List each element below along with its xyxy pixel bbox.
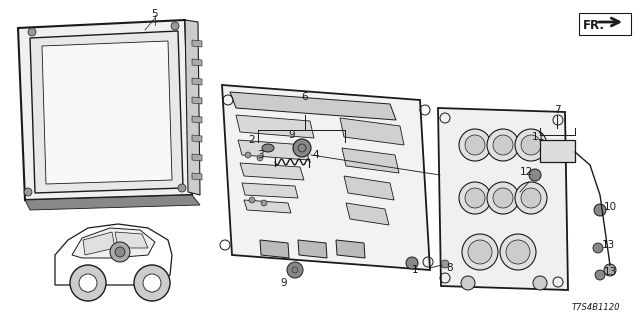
Circle shape xyxy=(521,135,541,155)
Text: 12: 12 xyxy=(520,167,532,177)
Circle shape xyxy=(257,155,263,161)
Circle shape xyxy=(261,200,267,206)
Polygon shape xyxy=(115,232,148,248)
Circle shape xyxy=(465,188,485,208)
Bar xyxy=(540,140,575,162)
Circle shape xyxy=(506,240,530,264)
Circle shape xyxy=(500,234,536,270)
Polygon shape xyxy=(192,78,202,85)
Polygon shape xyxy=(192,154,202,161)
Text: 1: 1 xyxy=(412,265,419,275)
Polygon shape xyxy=(192,116,202,123)
Polygon shape xyxy=(244,200,291,213)
Circle shape xyxy=(487,129,519,161)
Text: 13: 13 xyxy=(604,267,616,277)
Circle shape xyxy=(245,152,251,158)
Text: 3: 3 xyxy=(257,150,263,160)
Circle shape xyxy=(533,276,547,290)
Circle shape xyxy=(459,182,491,214)
Polygon shape xyxy=(18,20,192,200)
Polygon shape xyxy=(342,148,399,173)
Circle shape xyxy=(406,257,418,269)
Polygon shape xyxy=(340,118,404,145)
Polygon shape xyxy=(192,97,202,104)
Circle shape xyxy=(468,240,492,264)
Polygon shape xyxy=(346,203,389,225)
Circle shape xyxy=(143,274,161,292)
Polygon shape xyxy=(192,135,202,142)
Circle shape xyxy=(134,265,170,301)
Circle shape xyxy=(487,182,519,214)
Circle shape xyxy=(459,129,491,161)
Text: 11: 11 xyxy=(531,132,545,142)
Polygon shape xyxy=(192,59,202,66)
Circle shape xyxy=(595,270,605,280)
Polygon shape xyxy=(42,41,172,184)
Text: 4: 4 xyxy=(313,150,319,160)
Circle shape xyxy=(521,188,541,208)
Circle shape xyxy=(461,276,475,290)
Circle shape xyxy=(110,242,130,262)
Polygon shape xyxy=(336,240,365,258)
Polygon shape xyxy=(230,92,396,120)
Circle shape xyxy=(441,260,449,268)
Circle shape xyxy=(593,243,603,253)
Circle shape xyxy=(604,264,616,276)
Text: FR.: FR. xyxy=(583,19,605,31)
Text: 2: 2 xyxy=(249,135,255,145)
Polygon shape xyxy=(192,40,202,47)
Circle shape xyxy=(493,188,513,208)
Polygon shape xyxy=(438,108,568,290)
Circle shape xyxy=(79,274,97,292)
Circle shape xyxy=(465,135,485,155)
Polygon shape xyxy=(185,20,200,195)
Text: 8: 8 xyxy=(447,263,453,273)
Text: 9: 9 xyxy=(289,130,295,140)
Circle shape xyxy=(529,169,541,181)
Circle shape xyxy=(493,135,513,155)
Polygon shape xyxy=(222,85,430,270)
Text: 5: 5 xyxy=(152,9,158,19)
Text: 6: 6 xyxy=(301,92,308,102)
Text: T7S4B1120: T7S4B1120 xyxy=(572,303,620,312)
Text: 10: 10 xyxy=(604,202,616,212)
Polygon shape xyxy=(83,232,115,255)
Circle shape xyxy=(178,184,186,192)
Ellipse shape xyxy=(262,144,274,152)
Polygon shape xyxy=(192,173,202,180)
Circle shape xyxy=(594,204,606,216)
Polygon shape xyxy=(25,195,200,210)
Circle shape xyxy=(171,22,179,30)
Text: 13: 13 xyxy=(602,240,614,250)
Polygon shape xyxy=(55,224,172,285)
Circle shape xyxy=(249,197,255,203)
Polygon shape xyxy=(240,163,304,180)
Polygon shape xyxy=(260,240,289,258)
Polygon shape xyxy=(236,115,314,138)
Polygon shape xyxy=(30,31,183,193)
Text: 7: 7 xyxy=(554,105,560,115)
Circle shape xyxy=(293,139,311,157)
Circle shape xyxy=(24,188,32,196)
Circle shape xyxy=(515,129,547,161)
Polygon shape xyxy=(72,228,155,258)
Text: 9: 9 xyxy=(281,278,287,288)
Circle shape xyxy=(515,182,547,214)
Polygon shape xyxy=(298,240,327,258)
Polygon shape xyxy=(238,140,309,160)
Circle shape xyxy=(287,262,303,278)
Circle shape xyxy=(28,28,36,36)
Circle shape xyxy=(115,247,125,257)
Circle shape xyxy=(462,234,498,270)
Polygon shape xyxy=(242,183,298,198)
Circle shape xyxy=(70,265,106,301)
Polygon shape xyxy=(344,176,394,200)
